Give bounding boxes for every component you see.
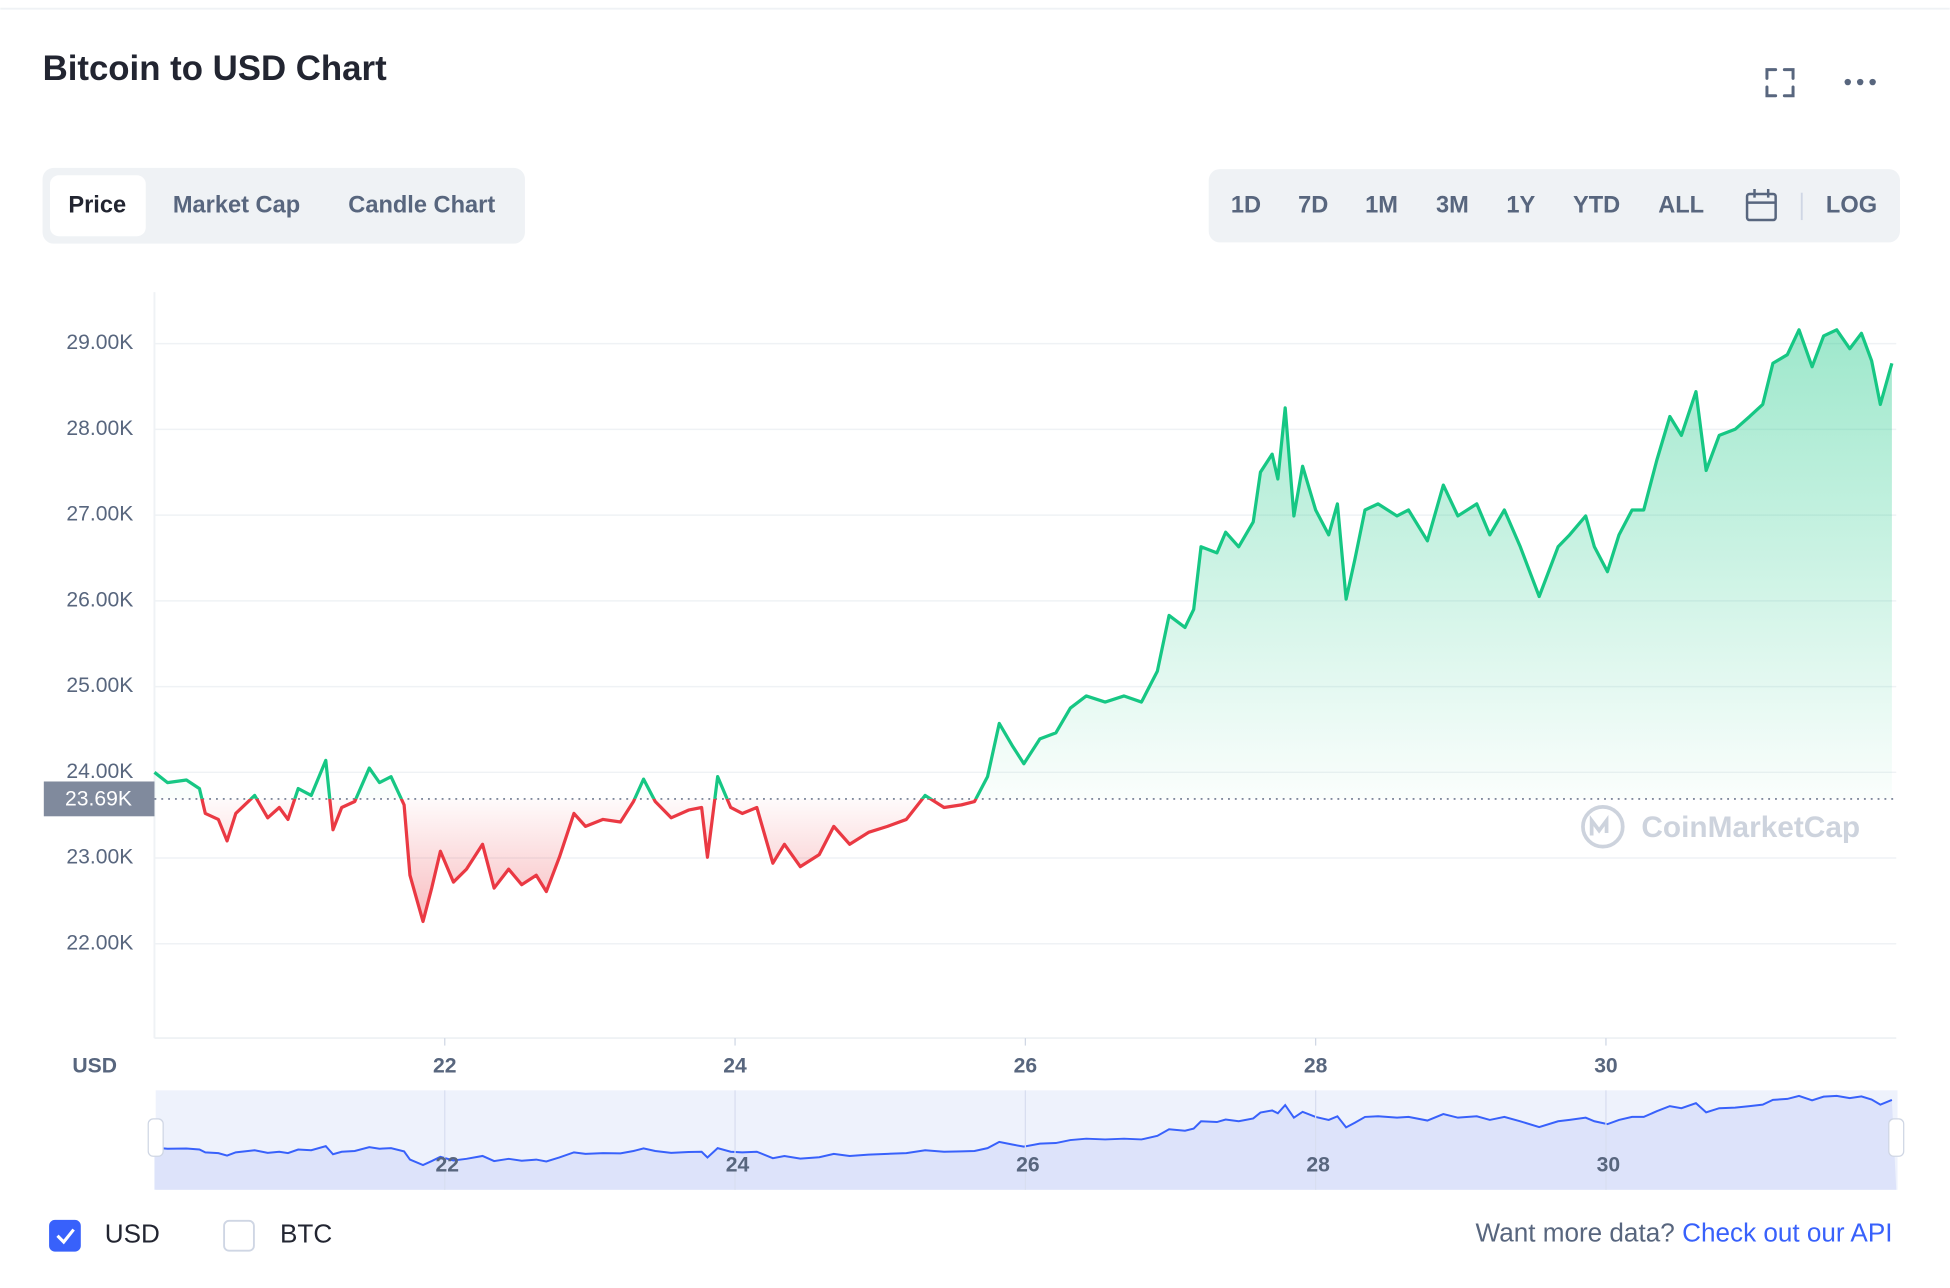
y-tick-label: 22.00K xyxy=(66,931,133,954)
navigator-line xyxy=(154,1094,1893,1167)
range-group xyxy=(1208,169,1900,243)
range-button[interactable]: ALL xyxy=(1658,193,1704,219)
price-line-down xyxy=(200,798,978,924)
tab[interactable]: Market Cap xyxy=(173,193,300,219)
navigator-tick-label: 22 xyxy=(435,1154,458,1177)
y-tick-label: 25.00K xyxy=(66,674,133,697)
checkbox-label: BTC xyxy=(280,1219,332,1249)
x-tick-label: 30 xyxy=(1594,1054,1618,1077)
watermark-text: CoinMarketCap xyxy=(1641,811,1860,844)
y-tick-label: 23.00K xyxy=(66,846,133,869)
y-tick-label: 27.00K xyxy=(66,503,133,526)
range-button[interactable]: 7D xyxy=(1298,193,1328,219)
price-line-up xyxy=(153,328,1894,799)
navigator-tick-label: 24 xyxy=(726,1154,750,1177)
navigator-tick-label: 28 xyxy=(1306,1154,1330,1177)
calendar-icon[interactable] xyxy=(1745,188,1777,222)
log-button[interactable]: LOG xyxy=(1826,193,1877,219)
footer-prompt: Want more data? xyxy=(1476,1217,1675,1247)
watermark: CoinMarketCap xyxy=(1581,805,1860,849)
area-up xyxy=(154,329,1892,799)
axis-unit-label: USD xyxy=(72,1054,117,1077)
reference-label: 23.69K xyxy=(65,788,132,811)
fullscreen-icon[interactable] xyxy=(1765,68,1795,98)
navigator-tick-label: 26 xyxy=(1016,1154,1039,1177)
x-tick-label: 24 xyxy=(723,1054,747,1077)
range-button[interactable]: 1Y xyxy=(1506,193,1535,219)
watermark-logo xyxy=(1589,814,1609,836)
y-tick-label: 24.00K xyxy=(66,760,133,783)
area-down xyxy=(201,798,976,922)
tab[interactable]: Price xyxy=(68,193,126,219)
chart-title: Bitcoin to USD Chart xyxy=(43,49,388,88)
y-tick-label: 29.00K xyxy=(66,331,133,354)
checkbox[interactable] xyxy=(49,1219,81,1252)
range-button[interactable]: 1M xyxy=(1365,193,1398,219)
active-tab xyxy=(50,175,146,237)
watermark-logo xyxy=(1581,805,1625,849)
y-tick-label: 26.00K xyxy=(66,588,133,611)
x-tick-label: 28 xyxy=(1304,1054,1328,1077)
x-tick-label: 22 xyxy=(433,1054,457,1077)
range-button[interactable]: 1D xyxy=(1231,193,1261,219)
navigator-tick-label: 30 xyxy=(1597,1154,1621,1177)
more-icon[interactable] xyxy=(1844,78,1876,86)
navigator-handle[interactable] xyxy=(1888,1118,1905,1157)
tab[interactable]: Candle Chart xyxy=(348,193,495,219)
x-tick-label: 26 xyxy=(1014,1054,1038,1077)
api-link[interactable]: Check out our API xyxy=(1682,1217,1892,1247)
tab-group xyxy=(42,167,525,244)
navigator-area xyxy=(154,1095,1897,1190)
range-button[interactable]: YTD xyxy=(1573,193,1620,219)
range-button[interactable]: 3M xyxy=(1436,193,1469,219)
checkbox-label: USD xyxy=(105,1219,160,1249)
reference-label-box xyxy=(43,781,155,817)
y-tick-label: 28.00K xyxy=(66,417,133,440)
checkbox[interactable] xyxy=(223,1219,255,1252)
navigator-handle[interactable] xyxy=(147,1118,164,1157)
checkmark xyxy=(56,1228,75,1245)
